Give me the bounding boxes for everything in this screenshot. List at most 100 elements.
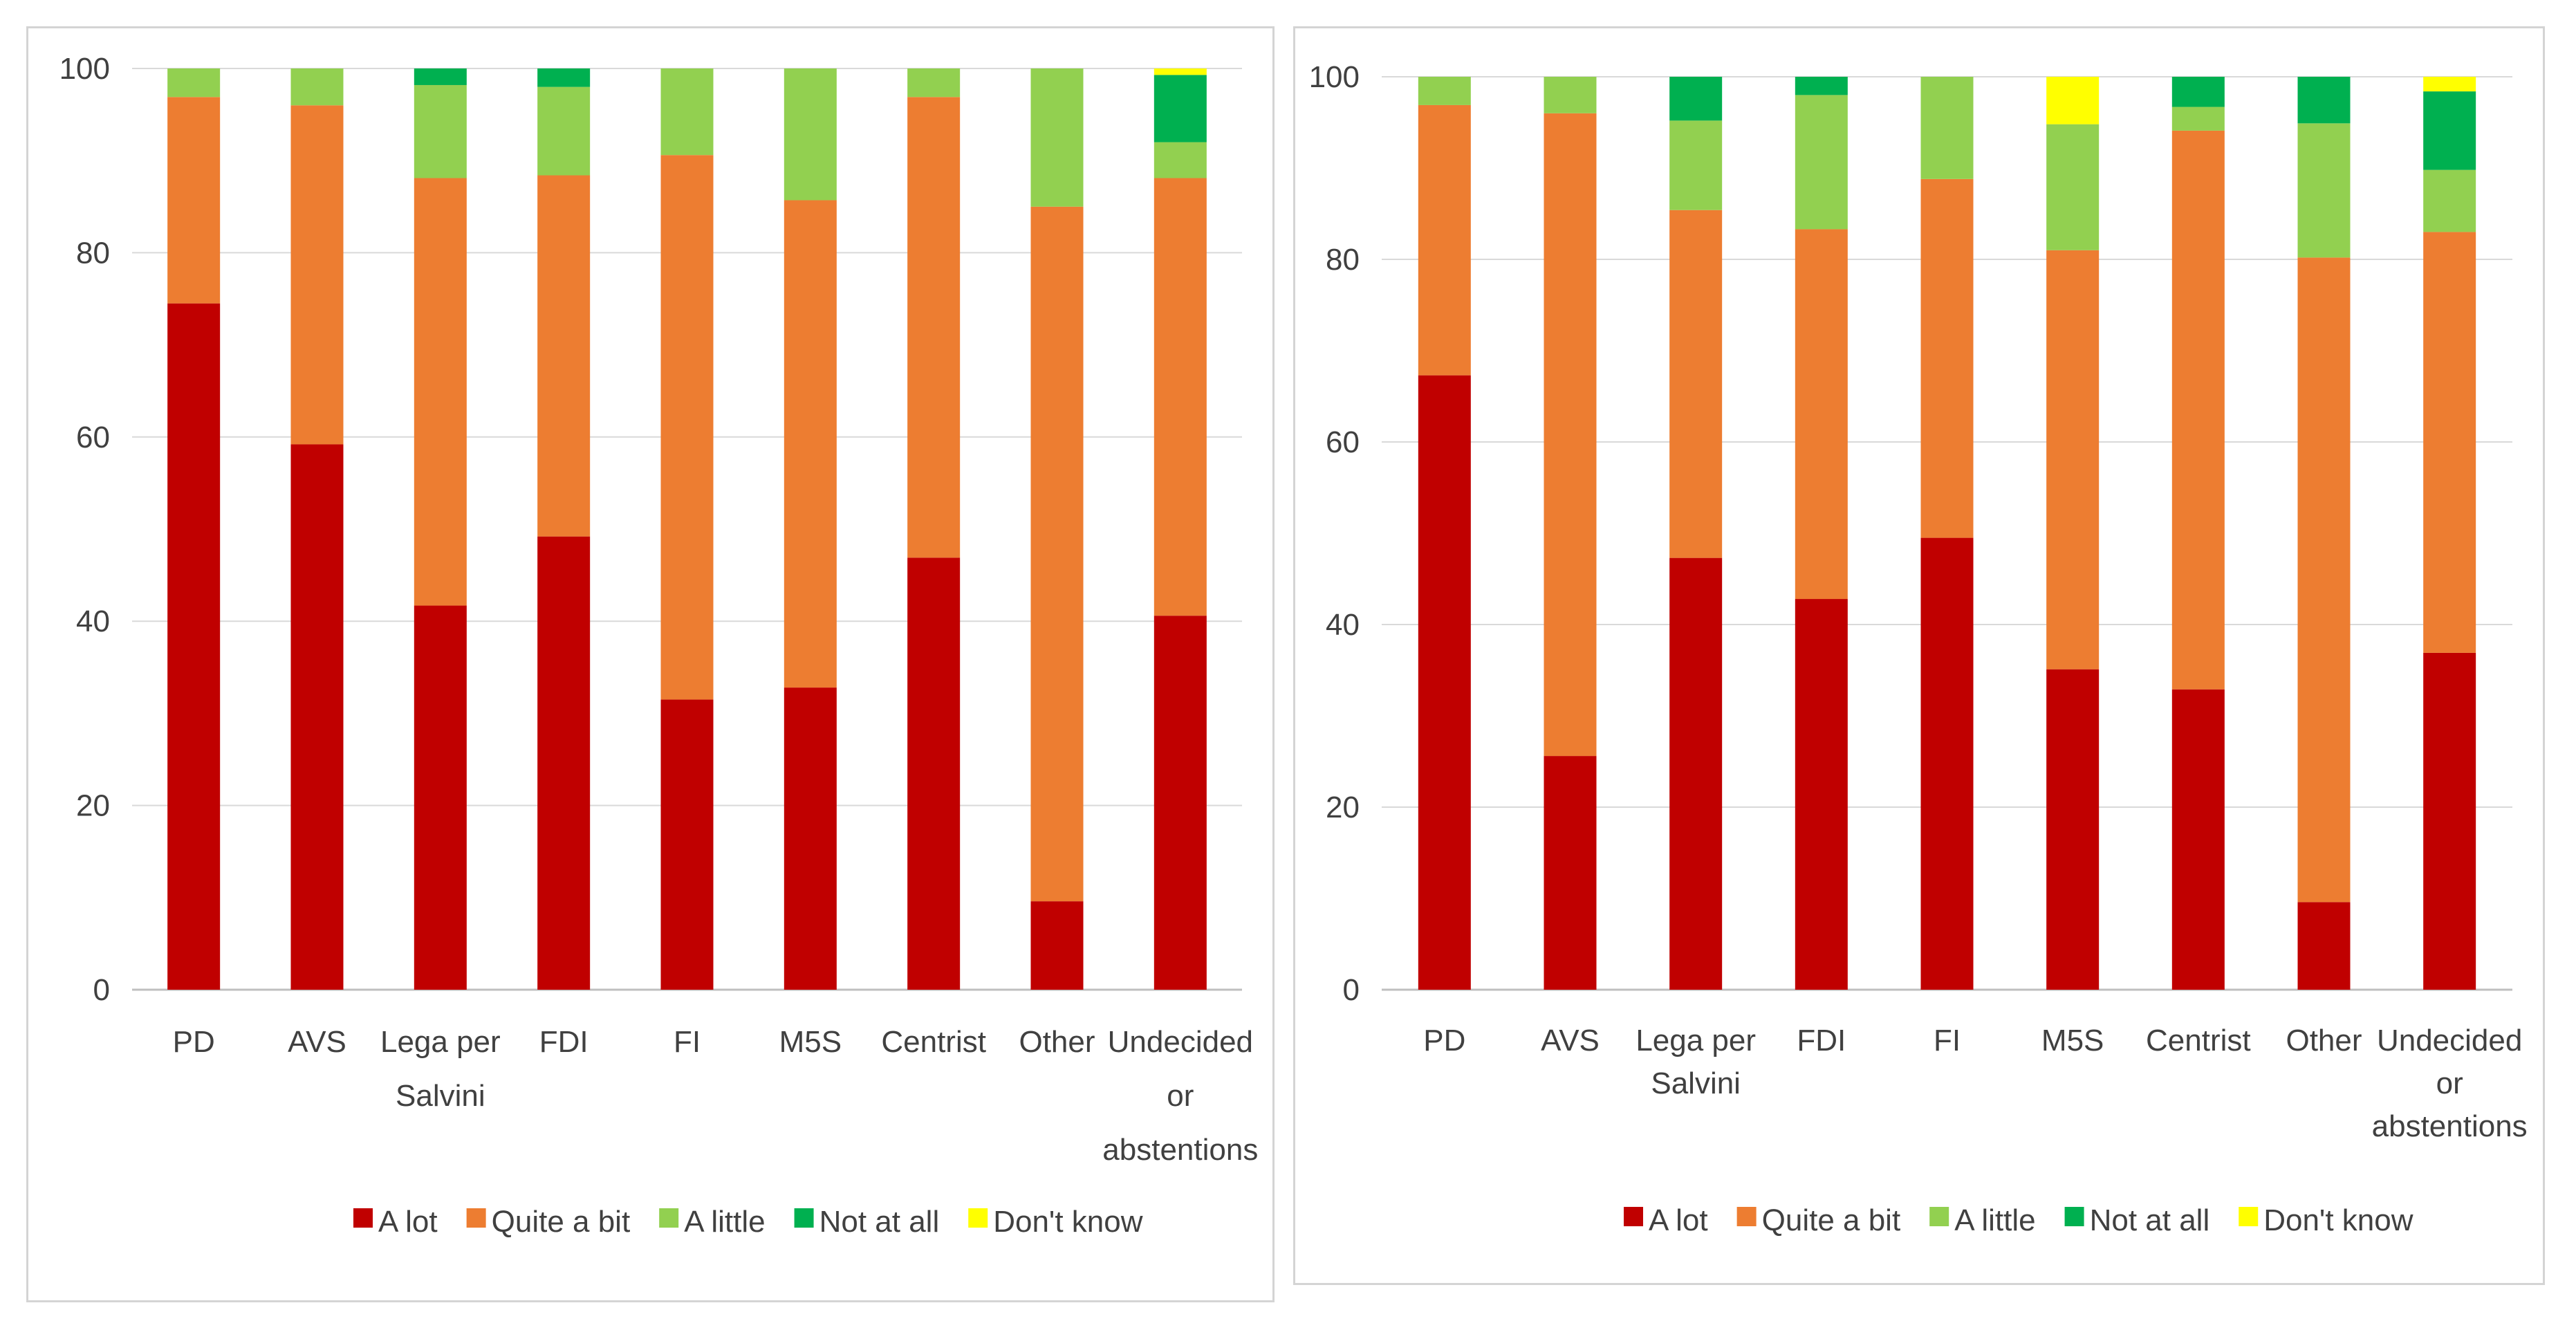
bar-segment-a-lot-fdi bbox=[1795, 599, 1848, 990]
bar-segment-not-at-all-centrist bbox=[2171, 77, 2225, 107]
bar-segment-a-little-fdi bbox=[1795, 95, 1848, 230]
bar-segment-a-lot-pd bbox=[1418, 375, 1471, 990]
legend-label-quite-a-bit: Quite a bit bbox=[1762, 1203, 1901, 1237]
bar-segment-not-at-all-lega-per-salvini bbox=[414, 68, 467, 85]
bar-segment-don-t-know-undecided-or-abstentions bbox=[2423, 77, 2476, 92]
bar-segment-a-lot-avs bbox=[290, 444, 344, 990]
x-category-label: PD bbox=[1423, 1024, 1465, 1057]
legend-swatch-not-at-all bbox=[2064, 1207, 2084, 1226]
legend-label-don-t-know: Don't know bbox=[2263, 1203, 2413, 1237]
legend-label-a-lot: A lot bbox=[1649, 1203, 1708, 1237]
bar-segment-don-t-know-undecided-or-abstentions bbox=[1153, 68, 1207, 75]
bar-segment-quite-a-bit-pd bbox=[167, 97, 221, 304]
x-category-label: Centrist bbox=[881, 1025, 986, 1059]
bar-segment-quite-a-bit-fdi bbox=[1795, 229, 1848, 600]
y-tick-label: 80 bbox=[1326, 243, 1360, 277]
bar-segment-a-lot-fi bbox=[1920, 537, 1974, 990]
legend-label-don-t-know: Don't know bbox=[993, 1205, 1143, 1239]
bar-segment-not-at-all-lega-per-salvini bbox=[1669, 77, 1723, 121]
stacked-bar-chart-right: 0 20 40 60 80 100 PD AVS Lega per Salvini FDI FI M5S… bbox=[1309, 60, 2528, 1237]
bar-segment-a-lot-m5s bbox=[2046, 669, 2100, 990]
bar-segment-quite-a-bit-centrist bbox=[2171, 130, 2225, 690]
chart-panel-left: 0 20 40 60 80 100 PD AVS Lega per Salvini FDI FI M5S… bbox=[26, 26, 1275, 1302]
bar-segment-quite-a-bit-undecided-or-abstentions bbox=[2423, 232, 2476, 653]
bar-segment-a-lot-undecided-or-abstentions bbox=[2423, 652, 2476, 990]
x-category-label: FDI bbox=[1797, 1024, 1846, 1057]
x-category-label: Lega per Salvini bbox=[1636, 1024, 1756, 1100]
legend: A lot Quite a bit A little Not at all Don't … bbox=[353, 1205, 1143, 1239]
bar-segment-quite-a-bit-fi bbox=[1920, 178, 1974, 538]
legend-label-not-at-all: Not at all bbox=[819, 1205, 940, 1239]
bar-segment-quite-a-bit-pd bbox=[1418, 104, 1471, 376]
x-category-label: Undecided or abstentions bbox=[1102, 1025, 1258, 1167]
y-tick-label: 80 bbox=[76, 236, 110, 270]
bar-segment-quite-a-bit-centrist bbox=[907, 97, 961, 558]
bar-segment-a-little-fi bbox=[660, 68, 714, 156]
bar-segment-a-little-avs bbox=[1544, 77, 1597, 113]
x-category-label: FDI bbox=[539, 1025, 589, 1059]
bar-segment-a-little-fi bbox=[1920, 77, 1974, 179]
legend-swatch-a-lot bbox=[1624, 1207, 1643, 1226]
x-category-label: FI bbox=[1934, 1024, 1961, 1057]
stacked-bar-chart-left: 0 20 40 60 80 100 PD AVS Lega per Salvini FDI FI M5S… bbox=[59, 52, 1259, 1239]
bar-segment-a-lot-centrist bbox=[2171, 689, 2225, 990]
y-tick-label: 100 bbox=[1309, 60, 1360, 94]
bar-segment-quite-a-bit-lega-per-salvini bbox=[414, 178, 467, 606]
bar-segment-quite-a-bit-lega-per-salvini bbox=[1669, 210, 1723, 558]
bar-segment-not-at-all-fdi bbox=[537, 68, 591, 87]
x-category-label: Other bbox=[1019, 1025, 1095, 1059]
bar-segment-a-little-centrist bbox=[907, 68, 961, 98]
bar-segment-a-little-lega-per-salvini bbox=[414, 84, 467, 178]
bar-segment-not-at-all-fdi bbox=[1795, 77, 1848, 95]
legend-swatch-quite-a-bit bbox=[466, 1208, 486, 1228]
bar-segment-a-little-fdi bbox=[537, 86, 591, 176]
legend-swatch-don-t-know bbox=[968, 1208, 988, 1228]
bar-segment-a-little-lega-per-salvini bbox=[1669, 120, 1723, 210]
bar-segment-a-lot-m5s bbox=[784, 687, 837, 990]
bar-segment-don-t-know-m5s bbox=[2046, 77, 2100, 124]
bar-segment-a-lot-fi bbox=[660, 699, 714, 990]
bar-segment-a-little-other bbox=[2297, 123, 2351, 258]
bar-segment-quite-a-bit-m5s bbox=[784, 200, 837, 688]
y-tick-label: 40 bbox=[1326, 608, 1360, 642]
legend-swatch-don-t-know bbox=[2239, 1207, 2259, 1226]
legend-label-a-lot: A lot bbox=[378, 1205, 438, 1239]
bar-segment-quite-a-bit-m5s bbox=[2046, 250, 2100, 669]
bar-segment-quite-a-bit-other bbox=[2297, 257, 2351, 903]
chart-panel-right: 0 20 40 60 80 100 PD AVS Lega per Salvini FDI FI M5S… bbox=[1293, 26, 2545, 1285]
bar-segment-a-little-avs bbox=[290, 68, 344, 106]
bar-segment-a-lot-lega-per-salvini bbox=[414, 605, 467, 990]
bar-segment-a-little-m5s bbox=[2046, 124, 2100, 250]
x-category-label: Lega per Salvini bbox=[380, 1025, 501, 1113]
y-tick-label: 0 bbox=[1343, 973, 1360, 1007]
y-tick-label: 60 bbox=[1326, 425, 1360, 459]
bar-segment-a-little-undecided-or-abstentions bbox=[2423, 169, 2476, 232]
bar-segment-a-lot-other bbox=[1030, 901, 1084, 990]
y-tick-label: 60 bbox=[76, 421, 110, 454]
bar-segment-quite-a-bit-avs bbox=[290, 105, 344, 445]
x-category-label: AVS bbox=[1541, 1024, 1600, 1057]
bar-segment-a-lot-centrist bbox=[907, 557, 961, 990]
bar-segment-not-at-all-undecided-or-abstentions bbox=[2423, 91, 2476, 170]
bar-segment-a-little-pd bbox=[1418, 77, 1471, 105]
bar-segment-a-little-undecided-or-abstentions bbox=[1153, 142, 1207, 178]
bar-segment-quite-a-bit-fi bbox=[660, 155, 714, 700]
legend: A lot Quite a bit A little Not at all Don't … bbox=[1624, 1203, 2413, 1237]
y-tick-label: 20 bbox=[76, 789, 110, 823]
bar-segment-a-lot-undecided-or-abstentions bbox=[1153, 616, 1207, 990]
y-tick-label: 100 bbox=[59, 52, 110, 86]
legend-swatch-a-little bbox=[1929, 1207, 1949, 1226]
legend-label-a-little: A little bbox=[1954, 1203, 2035, 1237]
bar-segment-quite-a-bit-avs bbox=[1544, 113, 1597, 757]
x-category-label: M5S bbox=[779, 1025, 842, 1059]
x-category-label: AVS bbox=[288, 1025, 346, 1059]
legend-label-not-at-all: Not at all bbox=[2090, 1203, 2210, 1237]
x-category-label: Other bbox=[2286, 1024, 2362, 1057]
legend-swatch-not-at-all bbox=[794, 1208, 814, 1228]
legend-swatch-a-lot bbox=[353, 1208, 373, 1228]
x-category-label: FI bbox=[674, 1025, 701, 1059]
bar-segment-quite-a-bit-fdi bbox=[537, 175, 591, 537]
bar-segment-not-at-all-undecided-or-abstentions bbox=[1153, 75, 1207, 142]
y-tick-label: 0 bbox=[93, 973, 110, 1007]
x-category-label: PD bbox=[173, 1025, 215, 1059]
